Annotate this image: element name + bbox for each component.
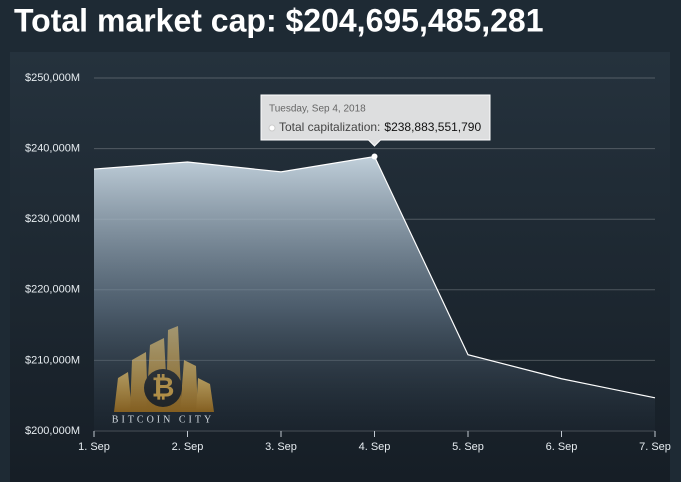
x-tick-label: 5. Sep — [452, 441, 484, 453]
x-tick-label: 3. Sep — [265, 441, 297, 453]
hover-point — [371, 153, 378, 160]
area-fill — [94, 156, 655, 432]
tooltip-value: $238,883,551,790 — [384, 120, 481, 134]
x-tick-label: 6. Sep — [546, 441, 578, 453]
x-tick-label: 1. Sep — [78, 441, 110, 453]
tooltip-series-name: Total capitalization: — [279, 120, 380, 134]
x-tick-label: 4. Sep — [359, 441, 391, 453]
y-tick-label: $240,000M — [25, 143, 80, 155]
y-tick-label: $250,000M — [25, 72, 80, 84]
x-tick-label: 2. Sep — [172, 441, 204, 453]
chart-title: Total market cap: $204,695,485,281 — [14, 2, 544, 38]
tooltip-text: Total capitalization: $238,883,551,790 — [279, 120, 481, 134]
y-tick-label: $220,000M — [25, 284, 80, 296]
y-tick-label: $210,000M — [25, 354, 80, 366]
tooltip-marker — [268, 124, 276, 132]
y-tick-label: $200,000M — [25, 425, 80, 437]
tooltip: Tuesday, Sep 4, 2018 Total capitalization… — [260, 94, 491, 147]
watermark: BITCOIN CITY — [112, 414, 214, 425]
tooltip-box — [260, 94, 491, 147]
tooltip-title: Tuesday, Sep 4, 2018 — [269, 104, 366, 115]
x-tick-label: 7. Sep — [639, 441, 671, 453]
y-tick-label: $230,000M — [25, 213, 80, 225]
